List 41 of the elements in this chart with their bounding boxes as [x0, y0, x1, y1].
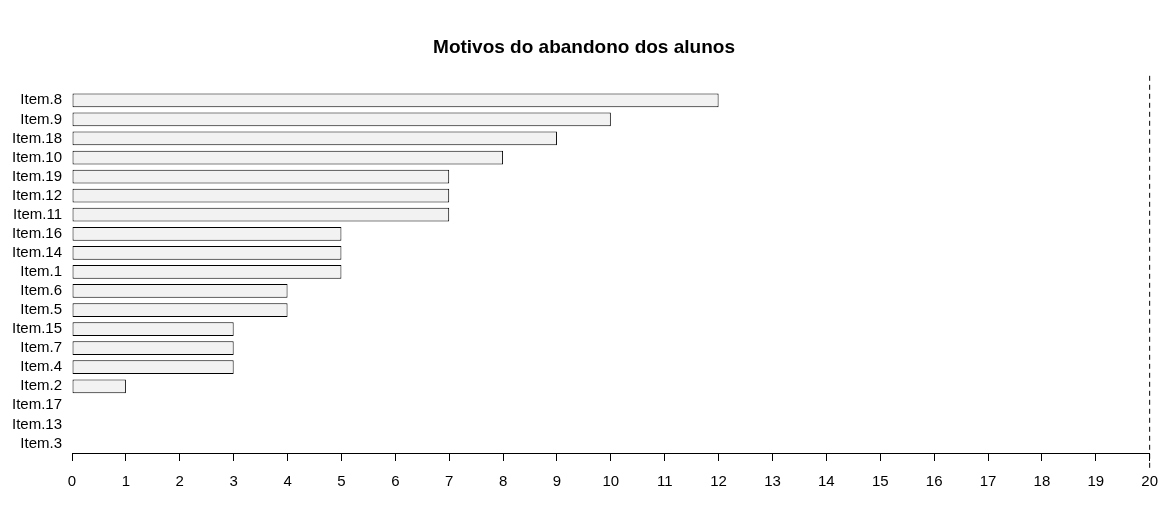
- y-tick-label: Item.13: [11, 414, 63, 432]
- x-tick-label: 8: [498, 472, 508, 490]
- x-tick-label: 5: [337, 472, 346, 490]
- x-tick-label: 10: [602, 472, 620, 490]
- x-tick-label: 1: [121, 472, 131, 490]
- y-tick-label: Item.6: [20, 281, 63, 299]
- y-tick-label: Item.16: [11, 223, 63, 241]
- y-tick-label: Item.2: [20, 376, 63, 394]
- x-tick-label: 6: [391, 472, 400, 490]
- y-tick-label: Item.18: [11, 128, 63, 146]
- chart-title: Motivos do abandono dos alunos: [433, 35, 735, 57]
- y-tick-label: Item.19: [11, 166, 63, 184]
- y-tick-label: Item.9: [20, 109, 63, 127]
- x-tick-label: 0: [67, 472, 77, 490]
- y-tick-label: Item.8: [20, 90, 63, 108]
- x-tick-label: 13: [764, 472, 781, 490]
- x-tick-label: 19: [1087, 472, 1105, 490]
- y-tick-label: Item.4: [20, 357, 63, 375]
- y-tick-label: Item.12: [11, 185, 63, 203]
- x-tick-label: 14: [818, 472, 835, 490]
- x-tick-label: 11: [656, 472, 673, 490]
- y-tick-label: Item.15: [11, 319, 63, 337]
- x-tick-label: 17: [979, 472, 997, 490]
- x-tick-label: 15: [871, 472, 889, 490]
- x-tick-label: 7: [445, 472, 454, 490]
- y-tick-label: Item.10: [11, 147, 63, 165]
- y-tick-label: Item.17: [11, 395, 63, 413]
- x-tick-label: 12: [710, 472, 727, 490]
- x-tick-label: 3: [229, 472, 238, 490]
- x-tick-label: 18: [1033, 472, 1051, 490]
- y-tick-label: Item.11: [13, 204, 63, 222]
- x-tick-label: 20: [1141, 472, 1158, 490]
- y-tick-label: Item.7: [20, 338, 63, 356]
- y-tick-label: Item.1: [20, 262, 63, 280]
- y-tick-label: Item.14: [11, 242, 63, 260]
- x-tick-label: 9: [552, 472, 562, 490]
- x-tick-label: 2: [175, 472, 184, 490]
- y-tick-label: Item.5: [20, 300, 63, 318]
- y-tick-label: Item.3: [20, 433, 63, 451]
- x-tick-label: 4: [283, 472, 292, 490]
- x-tick-label: 16: [925, 472, 943, 490]
